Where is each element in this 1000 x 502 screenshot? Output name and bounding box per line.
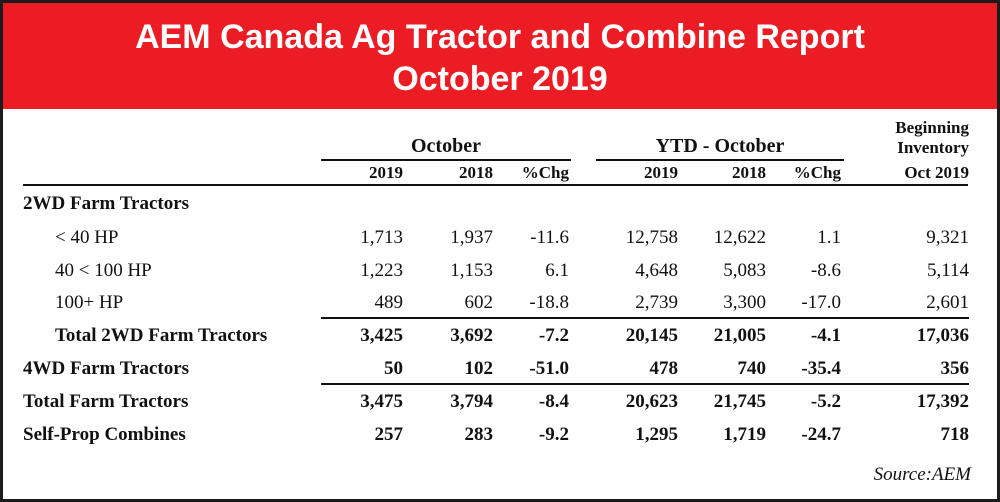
report-title: AEM Canada Ag Tractor and Combine Report <box>135 18 865 56</box>
cell-value: 1,223 <box>360 260 403 281</box>
cell-value: 478 <box>649 358 679 379</box>
source-note: Source:AEM <box>873 464 971 485</box>
cell-value: 1,295 <box>635 424 678 445</box>
cell-value: 5,083 <box>723 260 766 281</box>
total-rule <box>321 383 969 385</box>
cell-value: 4,648 <box>635 260 678 281</box>
cell-value: -7.2 <box>538 325 569 346</box>
cell-value: -18.8 <box>529 292 569 313</box>
october-rule <box>321 159 571 161</box>
subheader-ytd-2019: 2019 <box>644 163 678 182</box>
cell-value: 718 <box>940 424 970 445</box>
cell-value: 602 <box>464 292 494 313</box>
cell-value: -4.1 <box>810 325 841 346</box>
subheader-ytd-chg: %Chg <box>793 163 841 182</box>
cell-value: -51.0 <box>529 358 569 379</box>
report-header: AEM Canada Ag Tractor and Combine Report… <box>3 3 997 109</box>
cell-value: 3,692 <box>450 325 493 346</box>
row-label-combines: Self-Prop Combines <box>23 424 186 445</box>
row-label-total-tractors: Total Farm Tractors <box>23 391 189 412</box>
group-header-october: October <box>411 135 481 157</box>
cell-value: 1,937 <box>450 227 493 248</box>
cell-value: 3,794 <box>450 391 493 412</box>
subtotal-rule <box>321 317 969 319</box>
cell-value: 3,425 <box>360 325 403 346</box>
row-label: < 40 HP <box>55 227 119 248</box>
cell-value: 356 <box>940 358 970 379</box>
ytd-rule <box>596 159 844 161</box>
cell-value: 257 <box>374 424 404 445</box>
cell-value: 50 <box>384 358 403 379</box>
subheader-inventory-date: Oct 2019 <box>904 163 969 182</box>
group-header-inventory-line1: Beginning <box>895 118 969 137</box>
cell-value: 2,601 <box>926 292 969 313</box>
cell-value: 12,622 <box>713 227 766 248</box>
cell-value: 1,153 <box>450 260 493 281</box>
cell-value: -11.6 <box>530 227 569 248</box>
group-header-inventory-line2: Inventory <box>897 138 969 157</box>
cell-value: 3,475 <box>360 391 403 412</box>
cell-value: -17.0 <box>801 292 841 313</box>
cell-value: 9,321 <box>926 227 969 248</box>
row-label: 100+ HP <box>55 292 124 313</box>
row-label-2wd-section: 2WD Farm Tractors <box>23 193 190 214</box>
subheader-oct-2019: 2019 <box>369 163 403 182</box>
cell-value: 21,745 <box>713 391 766 412</box>
cell-value: 102 <box>464 358 494 379</box>
header-rule <box>23 184 968 186</box>
cell-value: 17,392 <box>916 391 969 412</box>
cell-value: 3,300 <box>723 292 766 313</box>
cell-value: -9.2 <box>538 424 569 445</box>
group-header-ytd: YTD - October <box>655 135 785 157</box>
row-label: 40 < 100 HP <box>55 260 152 281</box>
cell-value: 1,719 <box>723 424 766 445</box>
row-label-4wd: 4WD Farm Tractors <box>23 358 190 379</box>
cell-value: 740 <box>737 358 767 379</box>
cell-value: 20,145 <box>625 325 678 346</box>
subheader-oct-2018: 2018 <box>459 163 493 182</box>
cell-value: 2,739 <box>635 292 678 313</box>
cell-value: 21,005 <box>713 325 766 346</box>
cell-value: 6.1 <box>545 260 569 281</box>
cell-value: 12,758 <box>625 227 678 248</box>
cell-value: 20,623 <box>625 391 678 412</box>
cell-value: 1,713 <box>360 227 403 248</box>
cell-value: 5,114 <box>926 260 969 281</box>
cell-value: 283 <box>464 424 494 445</box>
subheader-ytd-2018: 2018 <box>732 163 766 182</box>
cell-value: 17,036 <box>916 325 969 346</box>
cell-value: 489 <box>374 292 404 313</box>
row-label-total-2wd: Total 2WD Farm Tractors <box>55 325 268 346</box>
cell-value: -35.4 <box>801 358 841 379</box>
cell-value: -8.6 <box>810 260 841 281</box>
cell-value: -5.2 <box>810 391 841 412</box>
report-subtitle: October 2019 <box>392 60 608 98</box>
cell-value: -8.4 <box>538 391 569 412</box>
subheader-oct-chg: %Chg <box>521 163 569 182</box>
cell-value: 1.1 <box>817 227 841 248</box>
cell-value: -24.7 <box>801 424 841 445</box>
